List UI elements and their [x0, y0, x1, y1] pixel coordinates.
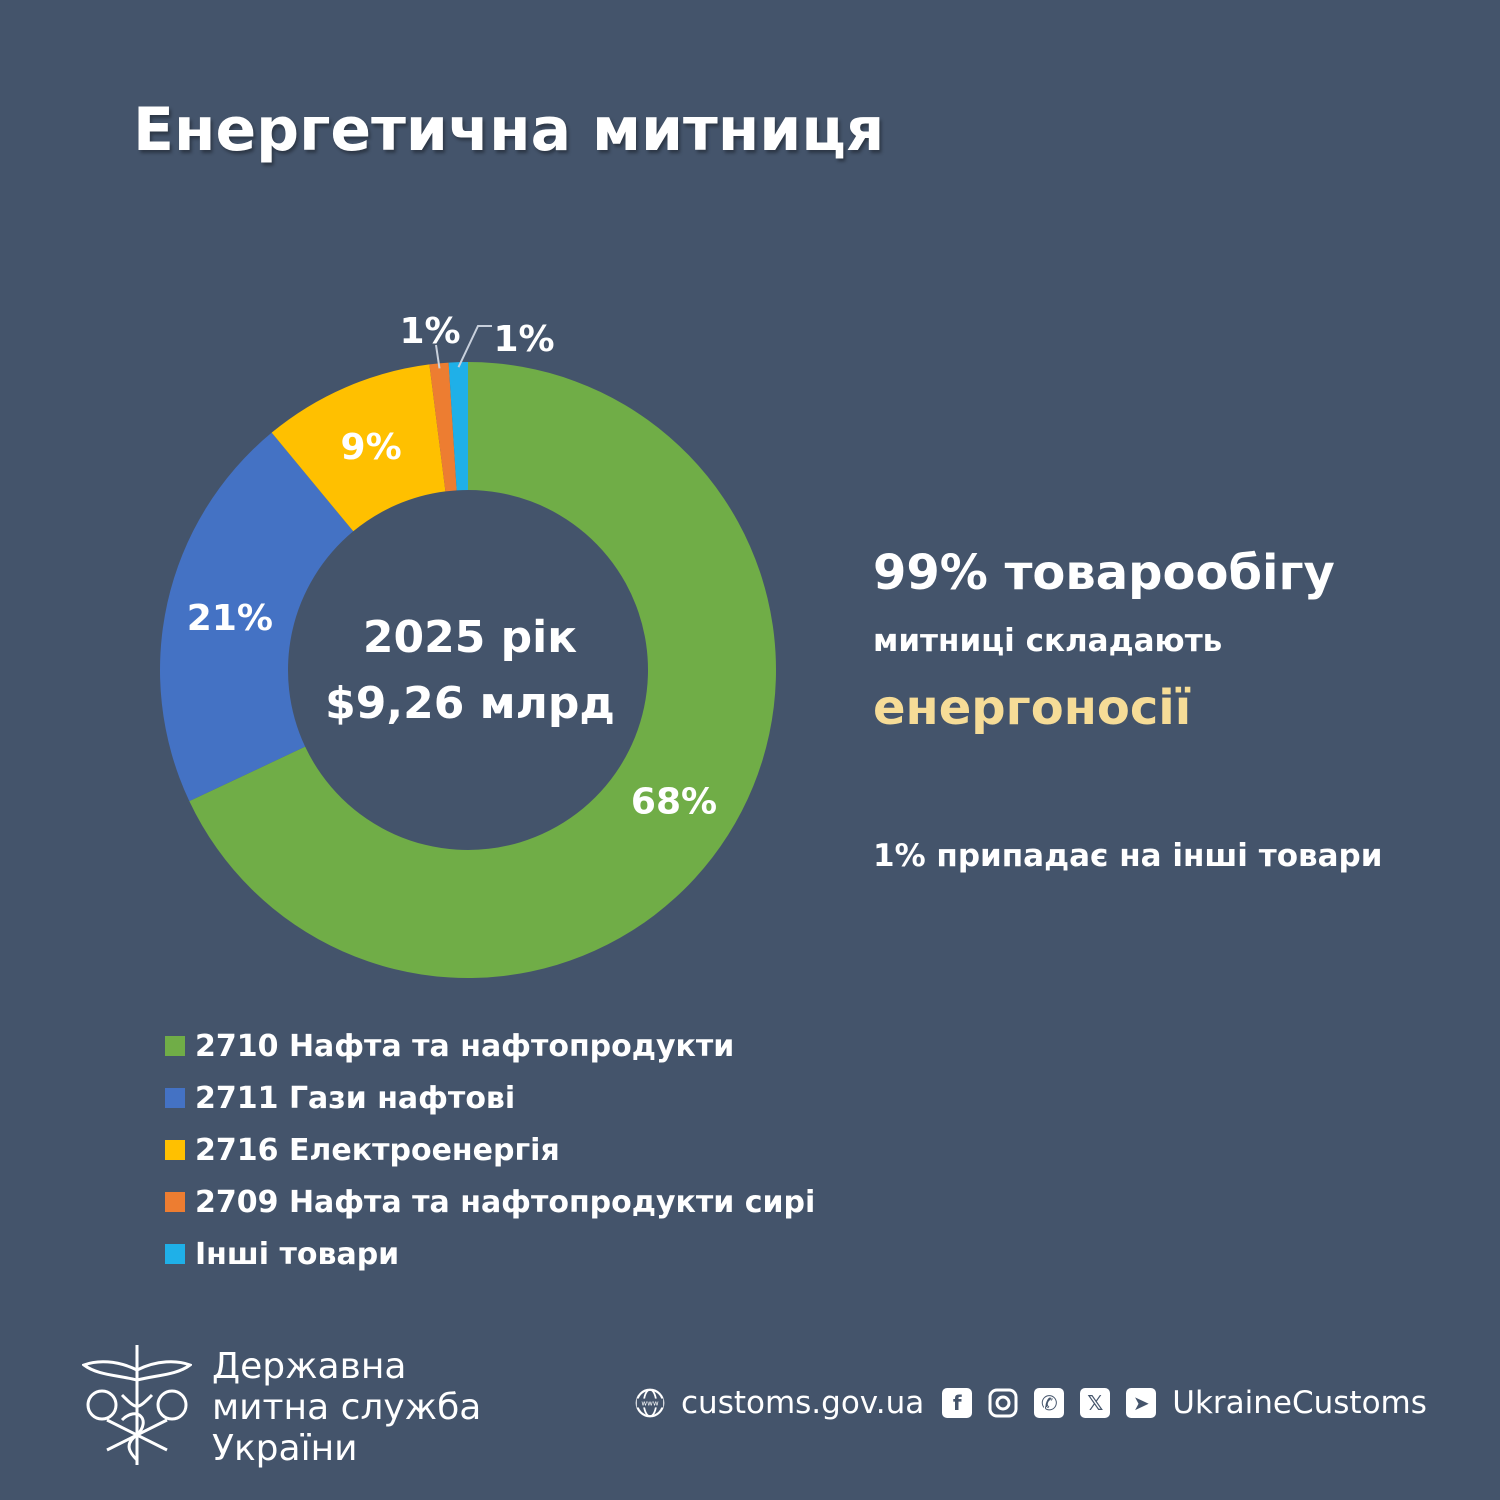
facebook-icon[interactable]: f [942, 1388, 973, 1418]
legend-label: 2716 Електроенергія [195, 1132, 560, 1168]
center-year: 2025 рік [362, 612, 578, 663]
footer-links: www customs.gov.ua f ✆ 𝕏 ➤ UkraineCustom… [635, 1385, 1427, 1421]
donut-slice [159, 432, 354, 802]
side-subline: митниці складають [873, 623, 1223, 659]
center-total: $9,26 млрд [325, 678, 615, 729]
customs-emblem-logo [82, 1345, 192, 1465]
legend-label: Інші товари [195, 1236, 400, 1272]
social-handle[interactable]: UkraineCustoms [1172, 1385, 1427, 1421]
legend-item: 2709 Нафта та нафтопродукти сирі [165, 1176, 815, 1228]
org-line: митна служба [212, 1387, 482, 1428]
org-line: України [212, 1428, 358, 1469]
organization-name: Державна митна служба України [212, 1346, 481, 1469]
legend-swatch [165, 1140, 185, 1160]
side-note: 1% припадає на інші товари [873, 838, 1383, 874]
legend-swatch [165, 1036, 185, 1056]
legend-swatch [165, 1088, 185, 1108]
legend-item: 2711 Гази нафтові [165, 1072, 815, 1124]
whatsapp-icon[interactable]: ✆ [1034, 1388, 1065, 1418]
donut-slice [448, 362, 468, 491]
slice-data-label: 21% [187, 598, 273, 639]
page-title: Енергетична митниця [133, 95, 885, 165]
donut-slice [429, 362, 457, 492]
legend-label: 2710 Нафта та нафтопродукти [195, 1028, 735, 1064]
globe-icon: www [635, 1388, 665, 1418]
leader-line [435, 344, 441, 369]
org-line: Державна [212, 1346, 407, 1387]
instagram-icon[interactable] [988, 1388, 1018, 1418]
legend-label: 2709 Нафта та нафтопродукти сирі [195, 1184, 816, 1220]
side-headline: 99% товарообігу [873, 545, 1335, 601]
legend-item: Інші товари [165, 1228, 815, 1280]
legend-label: 2711 Гази нафтові [195, 1080, 516, 1116]
x-icon[interactable]: 𝕏 [1080, 1388, 1111, 1418]
chart-legend: 2710 Нафта та нафтопродукти 2711 Гази на… [165, 1020, 815, 1280]
side-highlight: енергоносії [873, 680, 1192, 736]
slice-data-label: 68% [631, 782, 717, 823]
slice-data-label: 1% [493, 319, 554, 360]
legend-item: 2716 Електроенергія [165, 1124, 815, 1176]
legend-item: 2710 Нафта та нафтопродукти [165, 1020, 815, 1072]
telegram-icon[interactable]: ➤ [1126, 1388, 1157, 1418]
donut-slice [189, 362, 777, 978]
donut-slice [271, 364, 446, 532]
legend-swatch [165, 1244, 185, 1264]
legend-swatch [165, 1192, 185, 1212]
slice-data-label: 9% [341, 427, 402, 468]
svg-text:www: www [641, 1399, 659, 1408]
donut-center-label: 2025 рік $9,26 млрд [290, 605, 650, 737]
leader-line [457, 325, 492, 368]
website-link[interactable]: customs.gov.ua [681, 1385, 925, 1421]
slice-data-label: 1% [399, 311, 460, 352]
